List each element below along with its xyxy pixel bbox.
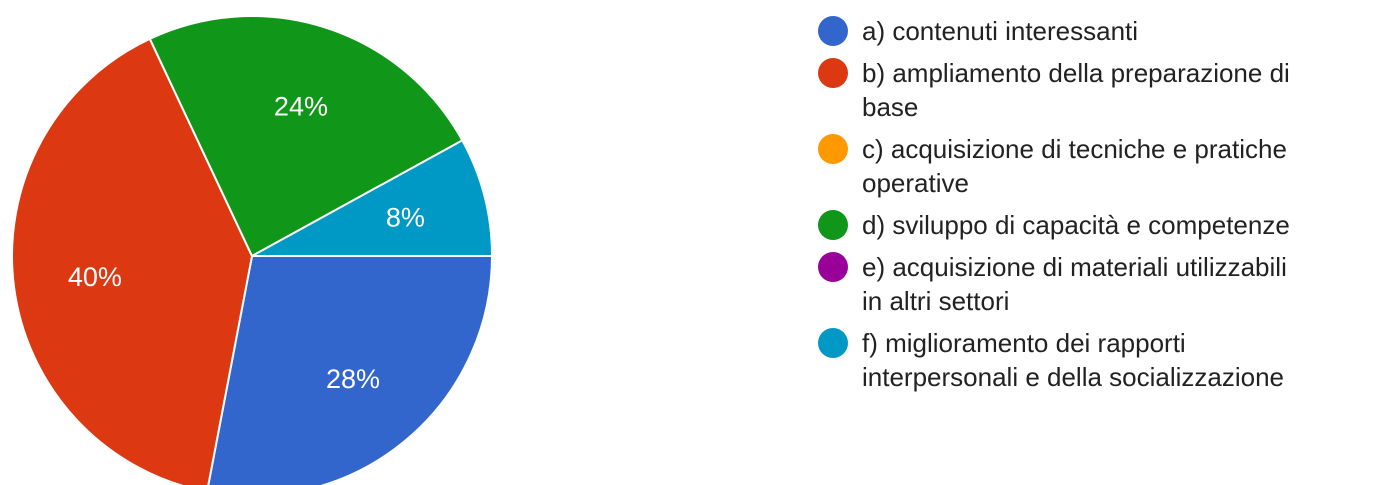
legend-label-c-line2: operative [862, 168, 969, 198]
legend-swatch-a [818, 16, 848, 46]
slice-label-a: 28% [326, 364, 380, 394]
legend-swatch-d [818, 210, 848, 240]
legend-swatch-e [818, 252, 848, 282]
pie-plot-area: 28% 40% 24% 8% [11, 15, 494, 485]
chart-legend: a) contenuti interessanti b) ampliamento… [818, 14, 1396, 402]
legend-item-b[interactable]: b) ampliamento della preparazione di bas… [818, 56, 1396, 124]
pie-slice-f[interactable] [251, 139, 494, 257]
legend-label-f-line1: f) miglioramento dei rapporti [862, 328, 1186, 358]
legend-label-f-line2: interpersonali e della socializzazione [862, 362, 1285, 392]
legend-item-c[interactable]: c) acquisizione di tecniche e pratiche o… [818, 132, 1396, 200]
legend-label-e-line1: e) acquisizione di materiali utilizzabil… [862, 252, 1287, 282]
legend-item-d[interactable]: d) sviluppo di capacità e competenze [818, 208, 1396, 242]
slice-label-f: 8% [386, 203, 425, 233]
legend-item-f[interactable]: f) miglioramento dei rapporti interperso… [818, 326, 1396, 394]
legend-item-e[interactable]: e) acquisizione di materiali utilizzabil… [818, 250, 1396, 318]
slice-label-d: 24% [274, 91, 328, 121]
legend-label-a-line1: a) contenuti interessanti [862, 16, 1139, 46]
legend-label-b-line1: b) ampliamento della preparazione di [862, 58, 1290, 88]
legend-label-b-line2: base [862, 92, 919, 122]
legend-label-c-line1: c) acquisizione di tecniche e pratiche [862, 134, 1287, 164]
legend-item-a[interactable]: a) contenuti interessanti [818, 14, 1396, 48]
legend-swatch-f [818, 328, 848, 358]
legend-swatch-b [818, 58, 848, 88]
legend-swatch-c [818, 134, 848, 164]
legend-label-e-line2: in altri settori [862, 286, 1010, 316]
slice-label-b: 40% [68, 262, 122, 292]
pie-slice-d[interactable] [148, 15, 464, 258]
pie-slice-a[interactable] [207, 255, 494, 485]
pie-slice-b[interactable] [11, 37, 254, 485]
legend-label-d-line1: d) sviluppo di capacità e competenze [862, 210, 1290, 240]
